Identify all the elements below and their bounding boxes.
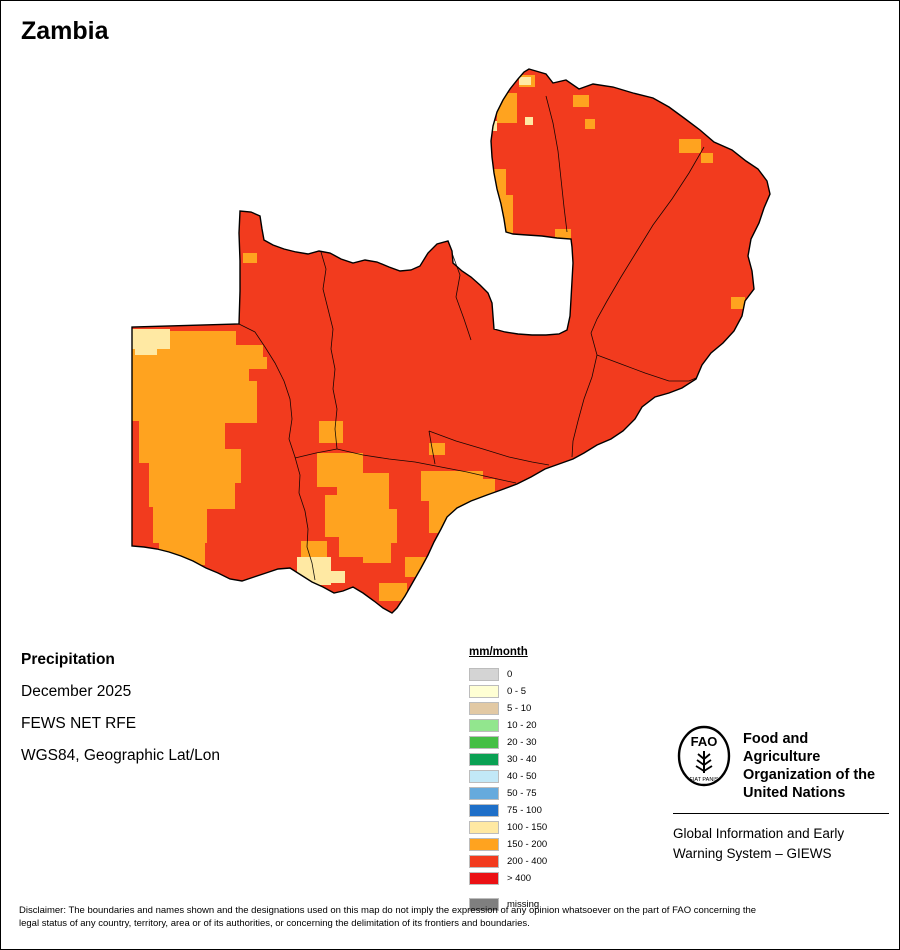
- province-borders: [238, 95, 705, 581]
- legend-swatch: [469, 719, 499, 732]
- legend-row: > 400: [469, 870, 547, 887]
- legend-row: 50 - 75: [469, 785, 547, 802]
- legend-swatch: [469, 668, 499, 681]
- legend-swatch: [469, 736, 499, 749]
- divider: [673, 813, 889, 814]
- precipitation-raster: [132, 75, 745, 601]
- map-metadata: Precipitation December 2025 FEWS NET RFE…: [21, 651, 220, 779]
- legend-row: 0 - 5: [469, 683, 547, 700]
- legend-swatch: [469, 898, 499, 911]
- disclaimer: Disclaimer: The boundaries and names sho…: [19, 905, 757, 929]
- legend-row: missing: [469, 896, 547, 913]
- source-label: FEWS NET RFE: [21, 715, 137, 732]
- legend-label: 0 - 5: [507, 686, 527, 697]
- precipitation-heading: Precipitation: [21, 651, 115, 668]
- precip-class-100-150: [132, 77, 533, 587]
- legend-row: 150 - 200: [469, 836, 547, 853]
- legend-swatch: [469, 855, 499, 868]
- legend-swatch: [469, 872, 499, 885]
- zambia-precipitation-map: [131, 68, 771, 614]
- legend-row: 0: [469, 666, 547, 683]
- legend-label: 150 - 200: [507, 839, 548, 850]
- period-label: December 2025: [21, 683, 132, 700]
- legend-row: 20 - 30: [469, 734, 547, 751]
- legend-swatch: [469, 804, 499, 817]
- page-title: Zambia: [21, 17, 109, 45]
- legend-label: 5 - 10: [507, 703, 532, 714]
- precip-class-150-200: [132, 75, 745, 601]
- legend-row: 40 - 50: [469, 768, 547, 785]
- legend-label: 10 - 20: [507, 720, 537, 731]
- legend-swatch: [469, 702, 499, 715]
- legend-row: 5 - 10: [469, 700, 547, 717]
- giews-label: Global Information and Early Warning Sys…: [673, 826, 845, 861]
- legend-rows: 0 0 - 5 5 - 10 10 - 20 20 - 30 30 - 40 40 - 50…: [469, 666, 547, 913]
- legend-row: 10 - 20: [469, 717, 547, 734]
- fao-logo: FAO FIAT PANIS: [677, 725, 731, 787]
- legend-swatch: [469, 821, 499, 834]
- legend-row: 30 - 40: [469, 751, 547, 768]
- precipitation-legend: mm/month 0 0 - 5 5 - 10 10 - 20 20 - 30 30 - …: [469, 646, 547, 913]
- fao-logo-text: FAO: [691, 734, 718, 749]
- fao-block: FAO FIAT PANIS Food and Agriculture Orga…: [673, 723, 889, 864]
- legend-label: 75 - 100: [507, 805, 542, 816]
- legend-label: > 400: [507, 873, 532, 884]
- legend-swatch: [469, 685, 499, 698]
- org-name: Food and Agriculture Organization of the…: [742, 731, 876, 801]
- legend-label: 40 - 50: [507, 771, 537, 782]
- legend-label: 200 - 400: [507, 856, 548, 867]
- wheat-icon: [695, 753, 713, 772]
- legend-label: 0: [507, 669, 513, 680]
- legend-row: 200 - 400: [469, 853, 547, 870]
- legend-swatch: [469, 770, 499, 783]
- legend-label: 20 - 30: [507, 737, 537, 748]
- legend-label: 50 - 75: [507, 788, 537, 799]
- legend-row: 75 - 100: [469, 802, 547, 819]
- fao-logo-motto: FIAT PANIS: [690, 777, 719, 783]
- legend-swatch: [469, 753, 499, 766]
- legend-label: 100 - 150: [507, 822, 548, 833]
- projection-label: WGS84, Geographic Lat/Lon: [21, 747, 221, 764]
- legend-title: mm/month: [469, 646, 528, 658]
- legend-label: missing: [507, 899, 540, 910]
- legend-label: 30 - 40: [507, 754, 537, 765]
- legend-swatch: [469, 838, 499, 851]
- legend-row: 100 - 150: [469, 819, 547, 836]
- legend-swatch: [469, 787, 499, 800]
